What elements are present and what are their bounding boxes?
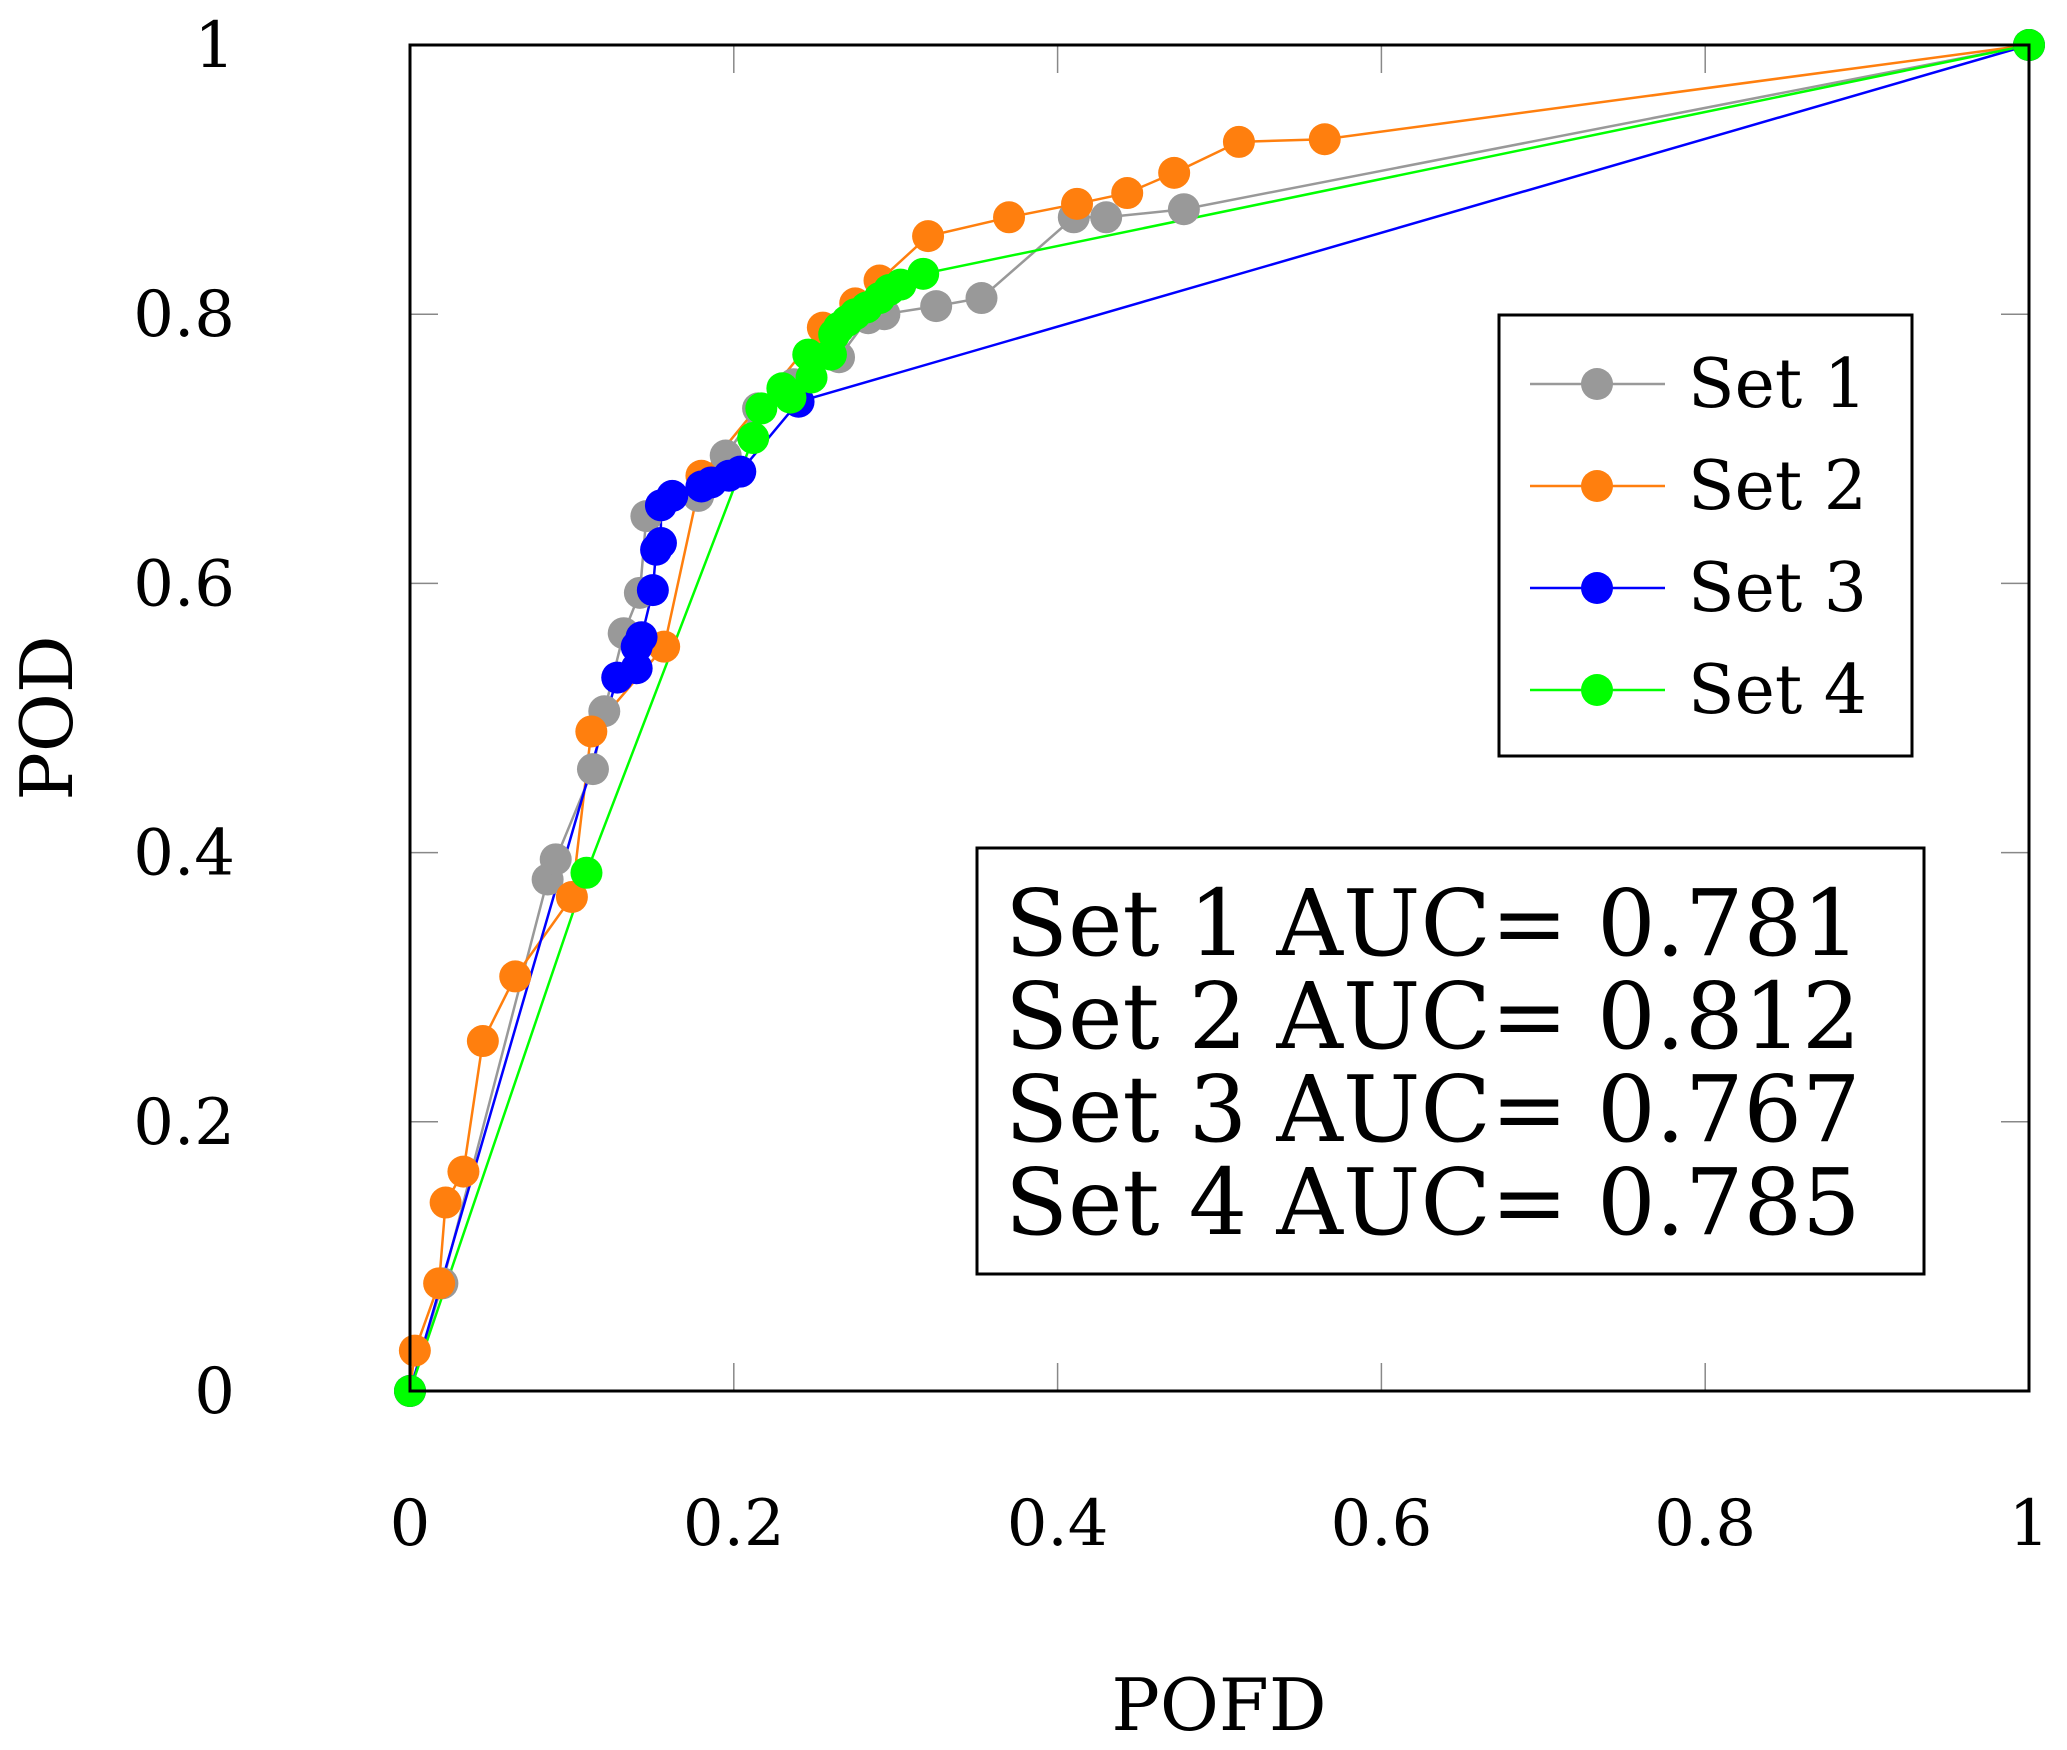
data-point-set-2-3 (429, 1186, 462, 1219)
data-point-set-2-18 (1158, 156, 1191, 189)
legend-marker-set-1 (1581, 368, 1613, 400)
y-tick-label-5: 1 (194, 9, 235, 83)
data-point-set-4-5 (774, 381, 807, 414)
data-point-set-1-17 (965, 282, 998, 315)
legend-marker-set-3 (1581, 572, 1613, 604)
x-tick-label-0: 0 (390, 1487, 431, 1561)
data-point-set-4-2 (737, 422, 770, 455)
legend-label-set-2: Set 2 (1688, 447, 1867, 526)
data-point-set-3-7 (644, 527, 677, 560)
data-point-set-1-20 (1167, 193, 1200, 226)
auc-set-1: Set 1 AUC= 0.781 (1005, 870, 1861, 977)
data-point-set-2-2 (423, 1267, 456, 1300)
legend-label-set-3: Set 3 (1688, 549, 1867, 628)
y-tick-label-1: 0.2 (133, 1086, 235, 1160)
plot-frame (408, 43, 2031, 1393)
data-point-set-2-14 (912, 220, 945, 253)
y-tick-label-3: 0.6 (133, 547, 235, 621)
data-point-set-3-5 (636, 574, 669, 607)
data-point-set-2-20 (1308, 123, 1341, 156)
y-tick-label-2: 0.4 (133, 817, 235, 891)
y-tick-label-4: 0.8 (133, 278, 235, 352)
data-point-set-4-3 (745, 392, 778, 425)
x-tick-label-4: 0.8 (1654, 1487, 1756, 1561)
series-points (394, 29, 2045, 1407)
data-point-set-3-13 (724, 455, 757, 488)
auc-annotation: Set 1 AUC= 0.781 Set 2 AUC= 0.812 Set 3 … (975, 846, 1926, 1276)
data-point-set-3-4 (625, 621, 658, 654)
legend: Set 1 Set 2 Set 3 Set 4 (1497, 313, 1914, 758)
y-tick-label-0: 0 (194, 1355, 235, 1429)
y-axis-label: POD (5, 635, 89, 800)
data-point-set-2-19 (1222, 125, 1255, 158)
data-point-set-1-16 (920, 290, 953, 323)
x-tick-label-2: 0.4 (1007, 1487, 1109, 1561)
auc-set-2: Set 2 AUC= 0.812 (1005, 963, 1861, 1070)
data-point-set-2-5 (466, 1025, 499, 1058)
legend-marker-set-4 (1581, 674, 1613, 706)
auc-set-4: Set 4 AUC= 0.785 (1005, 1149, 1861, 1256)
data-point-set-2-16 (1061, 187, 1094, 220)
x-tick-label-3: 0.6 (1331, 1487, 1433, 1561)
y-tick-labels: 0 0.2 0.4 0.6 0.8 1 (133, 9, 235, 1429)
legend-label-set-1: Set 1 (1688, 345, 1867, 424)
data-point-set-4-17 (907, 257, 940, 290)
data-point-set-2-17 (1111, 177, 1144, 210)
legend-box (1497, 313, 1914, 758)
legend-label-set-4: Set 4 (1688, 651, 1867, 730)
legend-items: Set 1 Set 2 Set 3 Set 4 (1530, 345, 1867, 730)
x-tick-label-5: 1 (2009, 1487, 2050, 1561)
data-point-set-2-8 (575, 715, 608, 748)
legend-marker-set-2 (1581, 470, 1613, 502)
x-tick-label-1: 0.2 (683, 1487, 785, 1561)
data-point-set-2-4 (447, 1155, 480, 1188)
data-point-set-1-19 (1090, 201, 1123, 234)
data-point-set-4-7 (792, 338, 825, 371)
auc-box (975, 846, 1926, 1276)
auc-set-3: Set 3 AUC= 0.767 (1005, 1056, 1861, 1163)
data-point-set-2-1 (398, 1334, 431, 1367)
data-point-set-2-7 (555, 881, 588, 914)
x-axis-label: POFD (1111, 1663, 1326, 1747)
x-tick-labels: 0 0.2 0.4 0.6 0.8 1 (390, 1487, 2050, 1561)
data-point-set-1-3 (539, 843, 572, 876)
data-point-set-2-6 (499, 960, 532, 993)
data-point-set-3-9 (656, 479, 689, 512)
data-point-set-4-1 (570, 856, 603, 889)
data-point-set-2-15 (993, 201, 1026, 234)
data-point-set-1-4 (576, 753, 609, 786)
